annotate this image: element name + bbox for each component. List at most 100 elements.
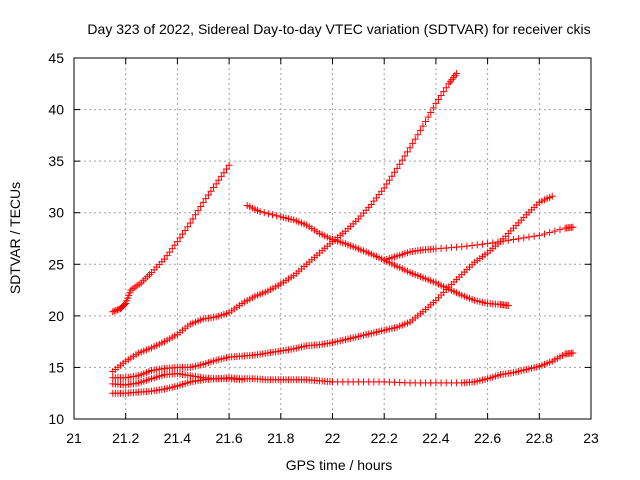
data-point [393, 164, 401, 172]
data-point [215, 176, 223, 184]
x-tick-label: 21.8 [267, 430, 294, 446]
data-point [458, 243, 466, 251]
series-track-6 [109, 349, 577, 389]
data-point [403, 148, 411, 156]
data-point [220, 169, 228, 177]
data-point [380, 184, 388, 192]
data-point [509, 236, 517, 244]
x-tick-label: 22 [325, 430, 341, 446]
x-tick-label: 23 [583, 430, 599, 446]
data-point [551, 227, 559, 235]
tick-label-layer: 21 21.2 21.4 21.6 21.8 22 22.2 22.4 22.6 22.8 23 10… [48, 50, 599, 446]
data-point [163, 252, 171, 260]
data-point [179, 230, 187, 238]
data-point [166, 248, 174, 256]
data-point [191, 211, 199, 219]
data-point [186, 219, 194, 227]
x-tick-label: 21 [66, 430, 82, 446]
x-axis-title: GPS time / hours [286, 457, 393, 473]
data-point [569, 223, 577, 231]
data-point [432, 99, 440, 107]
data-point [411, 135, 419, 143]
y-tick-label: 30 [48, 205, 64, 221]
data-point [269, 211, 277, 219]
data-point [525, 233, 533, 241]
chart-title: Day 323 of 2022, Sidereal Day-to-day VTE… [87, 21, 590, 37]
data-point [212, 180, 220, 188]
data-point [504, 236, 512, 244]
data-point [434, 95, 442, 103]
series-track-2 [109, 69, 461, 376]
data-point [113, 306, 121, 314]
data-point [440, 88, 448, 96]
data-point [409, 139, 417, 147]
data-point [160, 255, 168, 263]
data-point [427, 108, 435, 116]
data-point [184, 223, 192, 231]
data-point [173, 238, 181, 246]
series-track-3 [243, 201, 512, 310]
data-point [223, 165, 231, 173]
data-point [109, 308, 117, 316]
data-point [225, 161, 233, 169]
data-point [110, 307, 118, 315]
y-axis-title: SDTVAR / TECUs [7, 182, 23, 294]
y-tick-label: 20 [48, 308, 64, 324]
data-point [217, 172, 225, 180]
data-point [414, 131, 422, 139]
data-point [210, 184, 218, 192]
data-point [520, 234, 528, 242]
data-point [168, 245, 176, 253]
x-tick-label: 21.2 [112, 430, 139, 446]
x-tick-label: 21.4 [164, 430, 191, 446]
data-point [437, 92, 445, 100]
data-point [207, 187, 215, 195]
data-point [181, 226, 189, 234]
data-point [204, 191, 212, 199]
data-point [171, 241, 179, 249]
series-track-4 [380, 223, 577, 264]
data-point [202, 195, 210, 203]
data-point [112, 306, 120, 314]
data-point [424, 113, 432, 121]
data-point [406, 144, 414, 152]
data-point [197, 203, 205, 211]
data-point [416, 126, 424, 134]
data-point [569, 349, 577, 357]
x-tick-label: 22.8 [526, 430, 553, 446]
y-tick-label: 25 [48, 256, 64, 272]
data-point [398, 156, 406, 164]
data-point [121, 301, 129, 309]
data-point [429, 104, 437, 112]
data-point [194, 207, 202, 215]
data-point [396, 160, 404, 168]
data-point [453, 69, 461, 77]
data-point [383, 180, 391, 188]
y-tick-label: 10 [48, 411, 64, 427]
series-track-5 [109, 192, 556, 382]
data-point [238, 376, 246, 384]
data-point [484, 240, 492, 248]
data-point [515, 235, 523, 243]
tick-layer [73, 57, 592, 420]
data-point [401, 152, 409, 160]
data-point [468, 242, 476, 250]
data-point [176, 234, 184, 242]
x-tick-label: 22.2 [371, 430, 398, 446]
data-point [273, 212, 281, 220]
data-point [548, 192, 556, 200]
data-point [535, 231, 543, 239]
data-point [540, 230, 548, 238]
series-track-1 [109, 161, 233, 316]
data-point [442, 84, 450, 92]
data-point [391, 168, 399, 176]
data-point [385, 176, 393, 184]
series-layer [109, 69, 577, 397]
data-point [199, 198, 207, 206]
data-point [473, 241, 481, 249]
y-tick-label: 40 [48, 102, 64, 118]
data-point [478, 240, 486, 248]
data-point [388, 172, 396, 180]
data-point [556, 226, 564, 234]
